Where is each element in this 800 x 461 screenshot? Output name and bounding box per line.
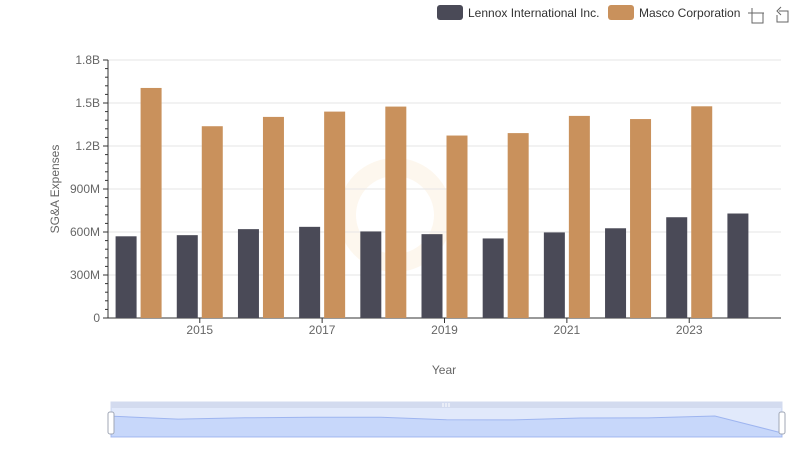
bar-lennox [299,226,321,318]
y-tick-label: 1.8B [75,53,100,67]
bar-lennox [360,231,382,318]
y-tick-label: 1.5B [75,96,100,110]
data-zoom-left-handle[interactable] [107,411,115,435]
bar-masco [568,115,590,319]
legend: Lennox International Inc. Masco Corporat… [437,5,740,20]
bar-lennox [727,213,749,318]
bar-lennox [543,232,565,318]
y-tick-label: 600M [70,225,100,239]
zoom-reset-icon[interactable] [776,6,789,23]
bars [115,87,749,319]
legend-label-masco: Masco Corporation [639,6,740,20]
y-tick-label: 0 [93,311,100,325]
bar-lennox [482,238,504,318]
bar-lennox [115,236,137,318]
bar-lennox [237,229,259,318]
bar-masco [446,135,468,318]
x-tick-label: 2021 [554,323,581,337]
x-tick-label: 2017 [309,323,336,337]
bar-masco [691,106,713,319]
y-tick-label: 1.2B [75,139,100,153]
x-axis: 2015 2017 2019 2021 2023 [186,318,703,337]
legend-item-masco[interactable]: Masco Corporation [608,5,740,20]
x-tick-label: 2015 [186,323,213,337]
bar-masco [140,87,162,318]
x-tick-label: 2023 [676,323,703,337]
x-tick-label: 2019 [431,323,458,337]
bar-masco [201,126,223,318]
data-zoom-slider[interactable] [107,401,786,438]
bar-lennox [666,217,688,318]
x-axis-title: Year [432,363,456,377]
y-tick-label: 300M [70,268,100,282]
bar-masco [630,119,652,318]
bar-lennox [176,235,198,318]
data-zoom-preview-area [110,415,783,438]
y-axis: 0 300M 600M 900M 1.2B 1.5B 1.8B [70,53,109,325]
y-tick-label: 900M [70,182,100,196]
bar-masco [385,106,407,318]
bar-masco [324,111,346,318]
data-zoom-right-handle[interactable] [778,411,786,435]
bar-lennox [605,228,627,318]
legend-swatch-lennox [437,5,463,20]
bar-masco [507,133,529,318]
bar-lennox [421,234,443,318]
legend-label-lennox: Lennox International Inc. [468,6,599,20]
legend-swatch-masco [608,5,634,20]
legend-item-lennox[interactable]: Lennox International Inc. [437,5,599,20]
zoom-select-icon[interactable] [748,8,764,24]
y-axis-title: SG&A Expenses [48,145,62,234]
data-zoom-top-grip-icon [442,403,450,407]
bar-masco [262,116,284,318]
